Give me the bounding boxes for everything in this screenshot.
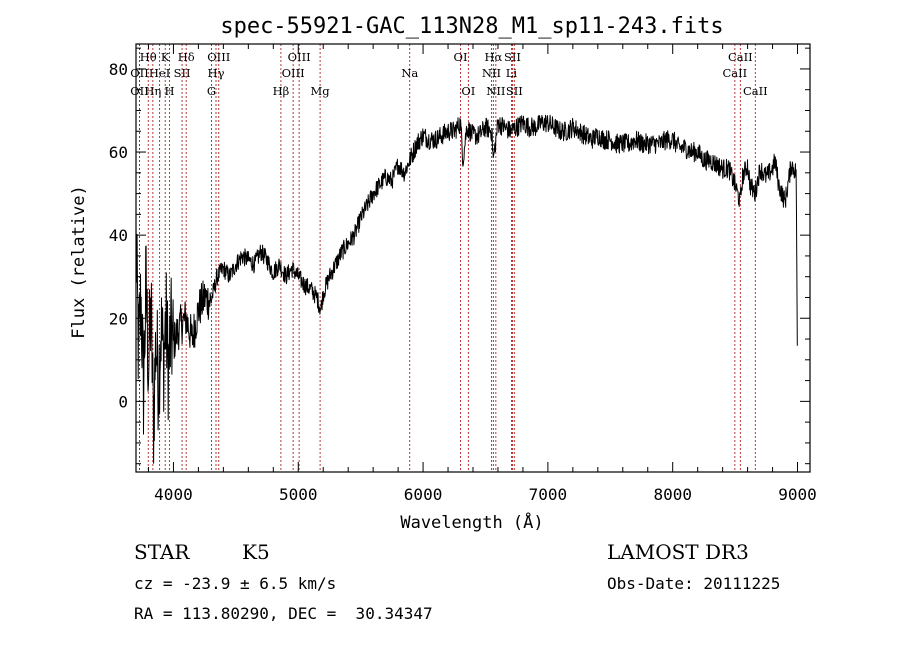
emission-line-markers — [139, 44, 756, 472]
line-label-20: SII — [504, 50, 521, 64]
line-label-27: CaII — [743, 84, 768, 98]
line-label-9: OIII — [207, 50, 230, 64]
emission-line-labels: Hθ OII OII K HeI Hη Hδ SII H OIII Hγ G OIII OIII Hβ Mg N… — [130, 50, 767, 98]
x-tick-label: 8000 — [653, 485, 692, 504]
sky-coordinates: RA = 113.80290, DEC = 30.34347 — [134, 604, 433, 623]
spectrum-series — [135, 114, 798, 464]
observation-date: Obs-Date: 20111225 — [607, 574, 781, 593]
redshift-cz: cz = -23.9 ± 6.5 km/s — [134, 574, 337, 593]
line-label-17: OI — [454, 50, 468, 64]
x-tick-label: 7000 — [529, 485, 568, 504]
y-tick-label: 20 — [109, 309, 128, 328]
y-tick-label: 0 — [118, 392, 128, 411]
line-label-25: CaII — [728, 50, 753, 64]
x-tick-label: 9000 — [778, 485, 817, 504]
line-label-5: Hη — [144, 84, 161, 98]
line-label-18: OI — [461, 84, 475, 98]
line-label-4: HeI — [149, 66, 170, 80]
line-label-21: NII — [482, 66, 501, 80]
line-label-7: SII — [174, 66, 191, 80]
x-tick-label: 4000 — [154, 485, 193, 504]
y-axis-label: Flux (relative) — [69, 185, 89, 339]
line-label-12: OIII — [288, 50, 311, 64]
line-label-1: OII — [130, 66, 149, 80]
line-label-16: Na — [401, 66, 418, 80]
line-label-15: Mg — [311, 84, 331, 98]
spectrum-chart: spec-55921-GAC_113N28_M1_sp11-243.fits 4… — [69, 14, 817, 533]
line-label-6: Hδ — [178, 50, 195, 64]
line-label-3: K — [161, 50, 170, 64]
x-tick-label: 6000 — [404, 485, 443, 504]
x-axis-label: Wavelength (Å) — [400, 511, 543, 533]
line-label-26: CaII — [722, 66, 747, 80]
line-label-11: G — [207, 84, 216, 98]
line-label-0: Hθ — [140, 50, 157, 64]
y-tick-label: 80 — [109, 60, 128, 79]
object-class: STAR — [134, 540, 190, 564]
chart-title: spec-55921-GAC_113N28_M1_sp11-243.fits — [220, 14, 723, 39]
line-label-23: NII — [486, 84, 505, 98]
line-label-10: Hγ — [208, 66, 225, 80]
y-tick-label: 60 — [109, 143, 128, 162]
line-label-19: Hα — [484, 50, 502, 64]
spectrum-line — [135, 114, 798, 464]
survey-label: LAMOST DR3 — [607, 540, 749, 564]
line-label-14: Hβ — [273, 84, 290, 98]
axis-ticks: 4000 5000 6000 7000 8000 9000 0 20 40 60 80 — [109, 44, 817, 504]
object-subclass: K5 — [242, 540, 270, 564]
y-tick-label: 40 — [109, 226, 128, 245]
line-label-8: H — [165, 84, 175, 98]
line-label-22: Li — [506, 66, 518, 80]
line-label-13: OIII — [282, 66, 305, 80]
line-label-2: OII — [130, 84, 149, 98]
line-label-24: SII — [506, 84, 523, 98]
x-tick-label: 5000 — [279, 485, 318, 504]
